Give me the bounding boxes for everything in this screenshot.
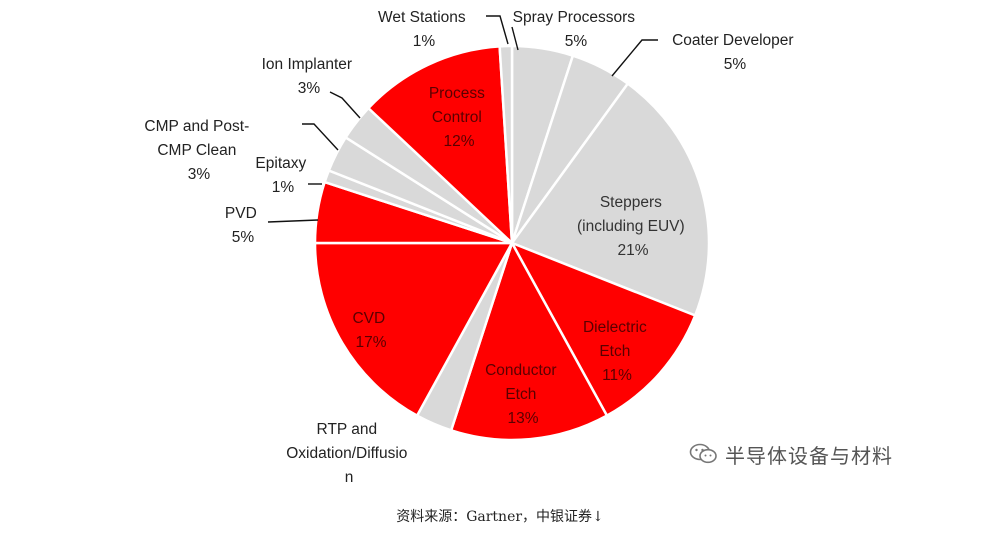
label-cvd-value: 17% xyxy=(355,334,386,351)
label-spray-processors-name: Spray Processors xyxy=(513,9,636,26)
pie-slice-cvd xyxy=(313,241,514,417)
label-steppers-line1: Steppers xyxy=(600,194,662,211)
label-coater-developer-name: Coater Developer xyxy=(672,32,793,49)
label-rtp-line3: n xyxy=(345,469,354,486)
label-steppers-line2: (including EUV) xyxy=(577,218,685,235)
label-steppers-value: 21% xyxy=(617,242,648,259)
label-steppers: Steppers (including EUV) 21% xyxy=(577,194,689,259)
label-epitaxy-name: Epitaxy xyxy=(255,155,306,172)
label-ion-implanter: Ion Implanter 3% xyxy=(262,56,357,97)
leader-line-cmp xyxy=(302,123,339,151)
label-spray-processors-value: 5% xyxy=(565,33,588,50)
label-conductor-etch-line1: Conductor xyxy=(485,362,557,379)
leader-line-spray-processors xyxy=(511,26,519,51)
label-wet-stations-value: 1% xyxy=(413,33,436,50)
source-note: 资料来源：Gartner，中银证券↓ xyxy=(396,509,604,525)
leader-line-wet-stations xyxy=(486,15,509,45)
label-cmp-line1: CMP and Post- xyxy=(144,118,249,135)
label-coater-developer: Coater Developer 5% xyxy=(672,32,798,73)
label-ion-implanter-value: 3% xyxy=(298,80,321,97)
wechat-icon xyxy=(689,443,717,464)
label-ion-implanter-name: Ion Implanter xyxy=(262,56,352,73)
label-spray-processors: Spray Processors 5% xyxy=(513,9,640,50)
label-wet-stations-name: Wet Stations xyxy=(378,9,466,26)
label-epitaxy-value: 1% xyxy=(272,179,295,196)
label-cmp-line2: CMP Clean xyxy=(157,142,236,159)
pie-slice-conductor-etch xyxy=(449,241,609,442)
label-conductor-etch: Conductor Etch 13% xyxy=(485,362,561,427)
watermark: 半导体设备与材料 xyxy=(689,440,893,468)
label-process-control-line2: Control xyxy=(432,109,482,126)
leader-lines xyxy=(267,15,658,223)
label-rtp-line1: RTP and xyxy=(317,421,378,438)
label-rtp-line2: Oxidation/Diffusio xyxy=(286,445,407,462)
label-process-control-value: 12% xyxy=(443,133,474,150)
label-conductor-etch-value: 13% xyxy=(507,410,538,427)
pie-slice-dielectric-etch xyxy=(510,241,697,417)
label-dielectric-etch-value: 11% xyxy=(602,367,632,384)
label-coater-developer-value: 5% xyxy=(724,56,747,73)
leader-line-ion-implanter xyxy=(329,91,361,119)
pie-slice-process-control xyxy=(367,45,514,245)
label-pvd-name: PVD xyxy=(225,205,257,222)
label-rtp: RTP and Oxidation/Diffusio n xyxy=(286,421,412,486)
pie-slice-wet-stations xyxy=(498,44,514,245)
label-dielectric-etch: Dielectric Etch 11% xyxy=(583,319,651,384)
label-pvd-value: 5% xyxy=(232,229,255,246)
label-pvd: PVD 5% xyxy=(225,205,261,246)
label-conductor-etch-line2: Etch xyxy=(505,386,536,403)
label-cmp: CMP and Post- CMP Clean 3% xyxy=(144,118,253,183)
label-dielectric-etch-line2: Etch xyxy=(599,343,630,360)
label-epitaxy: Epitaxy 1% xyxy=(255,155,310,196)
slice-labels: Wet Stations 1% Spray Processors 5% Coat… xyxy=(144,9,798,486)
label-dielectric-etch-line1: Dielectric xyxy=(583,319,647,336)
label-cmp-value: 3% xyxy=(188,166,211,183)
pie-slice-steppers-including-euv xyxy=(510,82,711,317)
label-cvd-name: CVD xyxy=(352,310,385,327)
label-process-control: Process Control 12% xyxy=(429,85,489,150)
label-wet-stations: Wet Stations 1% xyxy=(378,9,470,50)
watermark-text: 半导体设备与材料 xyxy=(725,443,893,468)
label-process-control-line1: Process xyxy=(429,85,485,102)
label-cvd: CVD 17% xyxy=(352,310,389,351)
pie-slices xyxy=(313,44,711,442)
leader-line-pvd xyxy=(267,219,319,223)
leader-line-coater-developer xyxy=(611,39,658,77)
